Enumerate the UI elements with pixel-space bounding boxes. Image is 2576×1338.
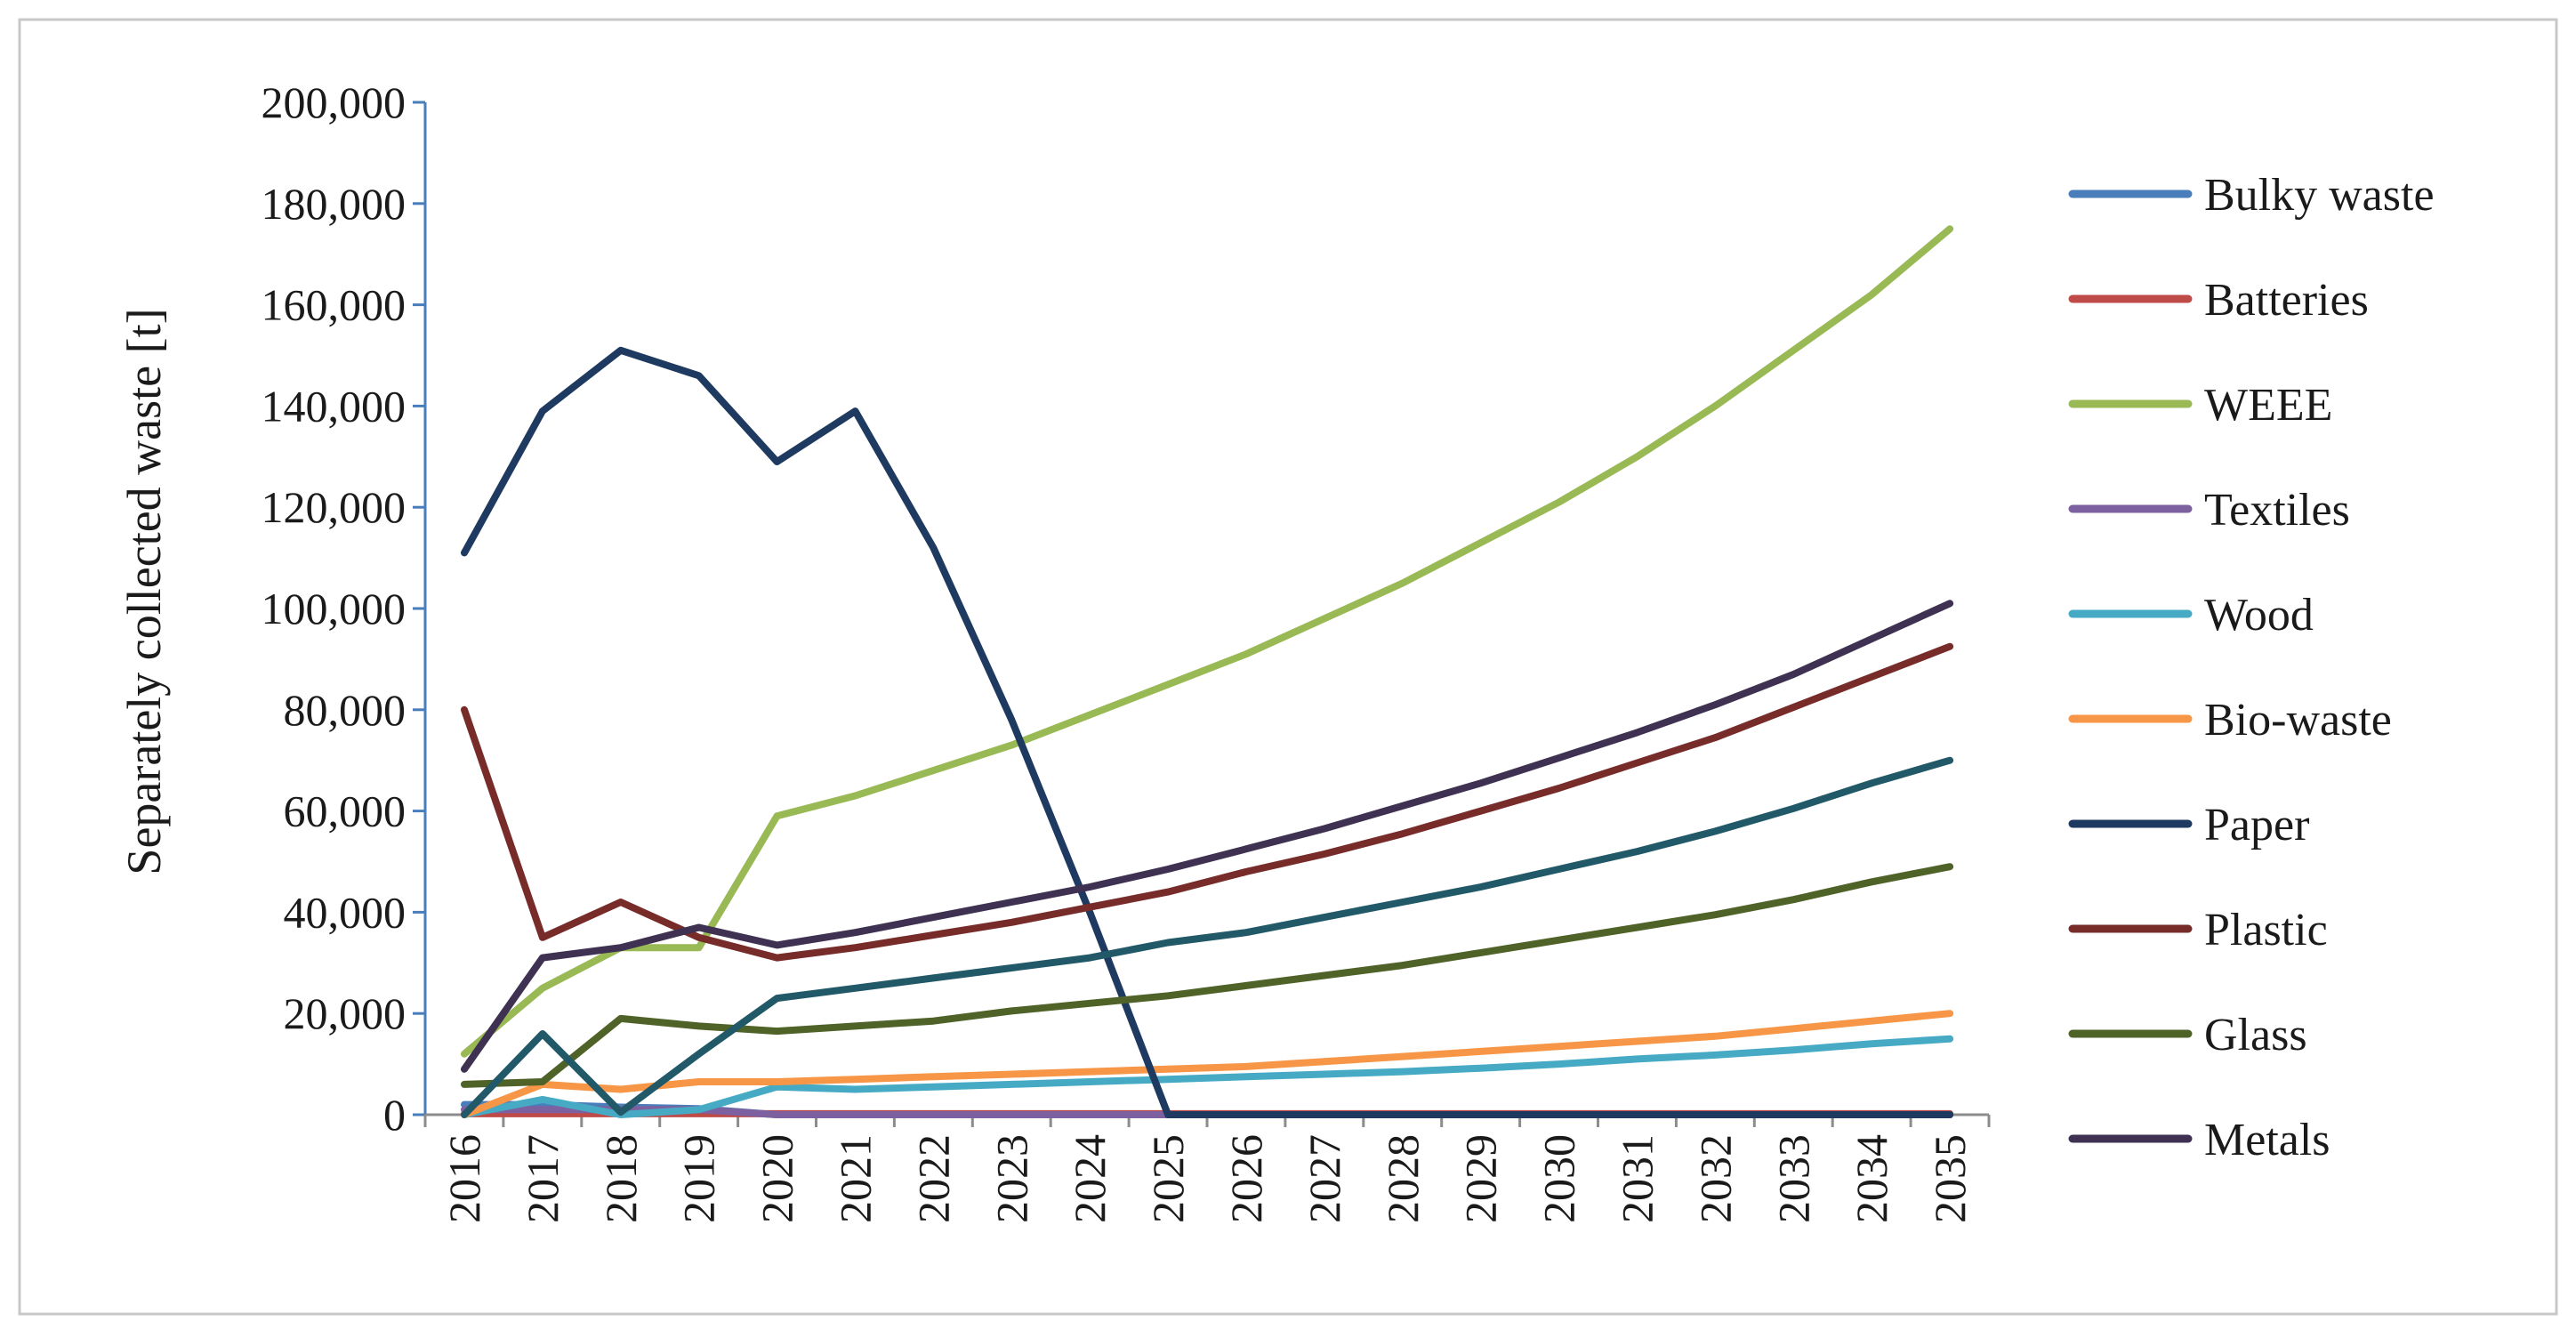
x-tick-label: 2029 — [1456, 1134, 1506, 1223]
x-tick-label: 2021 — [830, 1134, 880, 1223]
series-line-paper — [461, 346, 1954, 1118]
x-tick-label: 2024 — [1065, 1134, 1115, 1223]
y-tick-label: 40,000 — [284, 887, 407, 937]
x-tick-label: 2028 — [1378, 1134, 1428, 1223]
chart-frame — [18, 18, 2558, 1316]
x-tick-label: 2025 — [1143, 1134, 1193, 1223]
legend-label-plastic: Plastic — [2204, 905, 2328, 955]
legend-label-paper: Paper — [2204, 800, 2309, 850]
x-tick-label: 2032 — [1690, 1134, 1740, 1223]
legend-label-bio-waste: Bio-waste — [2204, 695, 2392, 746]
x-tick-label: 2023 — [986, 1134, 1036, 1223]
y-tick-label: 60,000 — [284, 786, 407, 836]
series-line-wood — [461, 1035, 1954, 1118]
x-tick-label: 2030 — [1534, 1134, 1584, 1223]
x-tick-label: 2020 — [753, 1134, 802, 1223]
x-tick-label: 2031 — [1612, 1134, 1662, 1223]
plot-area: 0 20,000 40,000 60,000 80,000 100,000 120,000 1… — [262, 77, 1991, 1223]
series-line-glass — [461, 863, 1954, 1088]
y-tick-label: 100,000 — [262, 584, 407, 633]
y-tick-label: 80,000 — [284, 685, 407, 735]
legend-label-weee: WEEE — [2204, 380, 2332, 431]
y-tick-label: 160,000 — [262, 280, 407, 330]
y-tick-label: 200,000 — [262, 77, 407, 127]
x-tick-label: 2027 — [1300, 1134, 1349, 1223]
x-tick-label: 2017 — [518, 1134, 568, 1223]
legend-label-bulky-waste: Bulky waste — [2204, 170, 2435, 221]
y-tick-label: 140,000 — [262, 381, 407, 431]
series-line-metals — [461, 600, 1954, 1073]
legend-label-batteries: Batteries — [2204, 275, 2369, 326]
series-line-weee — [461, 225, 1954, 1058]
legend-label-metals: Metals — [2204, 1115, 2330, 1165]
x-tick-label: 2034 — [1847, 1134, 1896, 1223]
x-tick-label: 2019 — [674, 1134, 724, 1223]
y-axis-title: Separately collected waste [t] — [117, 308, 171, 875]
legend-label-wood: Wood — [2204, 590, 2314, 641]
x-tick-label: 2022 — [908, 1134, 958, 1223]
x-tick-label: 2018 — [596, 1134, 646, 1223]
series-line-plastic — [461, 642, 1954, 962]
x-tick-label: 2026 — [1221, 1134, 1271, 1223]
legend-label-glass: Glass — [2204, 1010, 2307, 1060]
legend: Bulky waste Batteries WEEE Textiles Wood Bio-… — [2068, 170, 2435, 1165]
x-tick-label: 2016 — [439, 1134, 489, 1223]
x-tick-label: 2033 — [1768, 1134, 1818, 1223]
legend-label-textiles: Textiles — [2204, 485, 2350, 536]
series-line-other — [461, 756, 1954, 1118]
y-tick-label: 180,000 — [262, 179, 407, 229]
x-tick-label: 2035 — [1925, 1134, 1975, 1223]
y-tick-label: 120,000 — [262, 482, 407, 532]
y-tick-label: 0 — [383, 1090, 406, 1140]
series-line-bio-waste — [461, 1010, 1954, 1118]
y-tick-label: 20,000 — [284, 988, 407, 1038]
